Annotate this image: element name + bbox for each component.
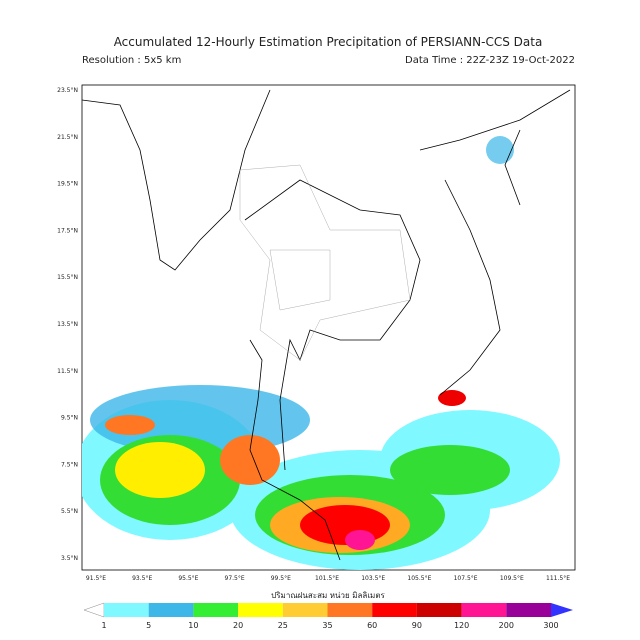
lon-label: 101.5°E xyxy=(315,575,339,582)
lat-label: 7.5°N xyxy=(61,461,78,468)
lat-label: 17.5°N xyxy=(57,227,78,234)
lat-labels: 23.5°N 21.5°N 19.5°N 17.5°N 15.5°N 13.5°N 11.5… xyxy=(57,87,78,562)
provinces xyxy=(239,164,411,361)
data-time: Data Time : 22Z-23Z 19-Oct-2022 xyxy=(405,55,575,66)
legend-label: 300 xyxy=(543,621,558,630)
lon-label: 91.5°E xyxy=(86,575,106,582)
legend-label: 1 xyxy=(101,621,106,630)
lon-label: 111.5°E xyxy=(546,575,570,582)
color-step xyxy=(238,603,283,617)
color-step xyxy=(506,603,551,617)
color-step xyxy=(148,603,194,617)
lon-label: 93.5°E xyxy=(132,575,152,582)
lon-label: 99.5°E xyxy=(271,575,291,582)
lon-label: 97.5°E xyxy=(225,575,245,582)
lat-label: 5.5°N xyxy=(61,508,78,515)
lon-label: 105.5°E xyxy=(407,575,431,582)
arrow-low xyxy=(83,602,105,618)
color-step xyxy=(372,603,417,617)
color-step xyxy=(461,603,507,617)
resolution: Resolution : 5x5 km xyxy=(82,55,181,66)
lat-label: 13.5°N xyxy=(57,321,78,328)
lon-label: 103.5°E xyxy=(361,575,385,582)
lat-label: 23.5°N xyxy=(57,87,78,94)
color-step xyxy=(104,603,149,617)
lat-label: 19.5°N xyxy=(57,181,78,188)
color-step xyxy=(282,603,328,617)
map xyxy=(81,84,576,571)
lat-label: 15.5°N xyxy=(57,274,78,281)
lat-label: 9.5°N xyxy=(61,415,78,422)
lon-label: 95.5°E xyxy=(178,575,198,582)
lon-label: 109.5°E xyxy=(500,575,524,582)
colorbar: 1 5 10 20 25 35 60 90 120 200 300 xyxy=(83,602,573,630)
lon-label: 107.5°E xyxy=(454,575,478,582)
legend-label: 90 xyxy=(412,621,422,630)
color-step xyxy=(416,603,462,617)
coastlines xyxy=(81,89,571,561)
legend-title: ปริมาณฝนสะสม หน่วย มิลลิเมตร xyxy=(271,591,385,600)
legend-label: 5 xyxy=(146,621,151,630)
lat-label: 21.5°N xyxy=(57,134,78,141)
legend-label: 60 xyxy=(367,621,377,630)
legend-label: 200 xyxy=(499,621,514,630)
arrow-high xyxy=(551,603,573,617)
legend-label: 120 xyxy=(454,621,469,630)
legend-label: 10 xyxy=(188,621,198,630)
lat-label: 3.5°N xyxy=(61,555,78,562)
legend-label: 35 xyxy=(322,621,332,630)
legend-label: 20 xyxy=(233,621,243,630)
legend-label: 25 xyxy=(278,621,288,630)
lat-label: 11.5°N xyxy=(57,368,78,375)
color-step xyxy=(193,603,239,617)
color-step xyxy=(327,603,373,617)
title: Accumulated 12-Hourly Estimation Precipi… xyxy=(114,35,543,49)
lon-labels: 91.5°E 93.5°E 95.5°E 97.5°E 99.5°E 101.5°E 103… xyxy=(86,575,570,582)
rain-field xyxy=(82,136,560,570)
